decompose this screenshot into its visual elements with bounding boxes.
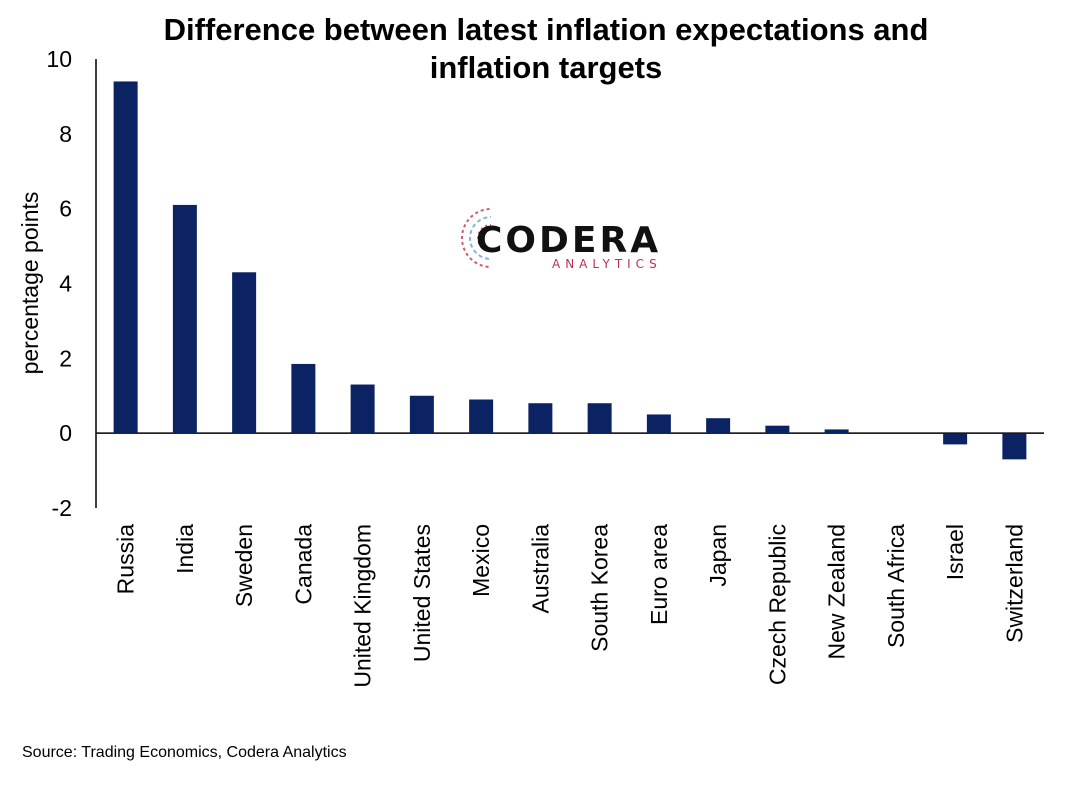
logo-globe-icon (461, 206, 523, 270)
bar-russia (113, 81, 138, 434)
chart-title-line-2: inflation targets (430, 50, 663, 85)
y-tick-label: 2 (59, 345, 72, 371)
x-tick-label: Switzerland (1001, 524, 1027, 643)
x-tick-label: New Zealand (824, 524, 850, 660)
y-tick-label: -2 (52, 495, 72, 521)
x-tick-label: Canada (290, 524, 316, 605)
x-tick-label: United Kingdom (350, 524, 376, 688)
bar-mexico (469, 399, 494, 434)
bar-united-states (409, 395, 434, 434)
x-tick-label: United States (409, 524, 435, 662)
x-tick-label: India (172, 524, 198, 574)
x-tick-label: Russia (113, 524, 139, 595)
bar-united-kingdom (350, 384, 375, 434)
bar-south-korea (587, 403, 612, 434)
y-tick-label: 10 (46, 46, 72, 72)
bar-japan (706, 418, 731, 434)
logo-subtitle: ANALYTICS (552, 257, 662, 271)
x-tick-label: Australia (527, 524, 553, 614)
bar-israel (943, 433, 968, 445)
y-tick-label: 4 (59, 271, 72, 297)
x-tick-label: Israel (942, 524, 968, 580)
bar-india (172, 204, 197, 434)
source-note: Source: Trading Economics, Codera Analyt… (22, 744, 347, 761)
logo-wordmark: CODERA (476, 220, 661, 261)
bar-canada (291, 363, 316, 434)
x-tick-label: Sweden (231, 524, 257, 607)
bar-new-zealand (824, 429, 849, 434)
x-tick-label: South Korea (587, 524, 613, 652)
x-tick-label: Mexico (468, 524, 494, 597)
y-tick-label: 0 (59, 420, 72, 446)
bar-euro-area (646, 414, 671, 434)
bar-czech-republic (765, 425, 790, 434)
x-tick-label: Japan (705, 524, 731, 587)
x-tick-label: Czech Republic (764, 524, 790, 685)
chart-title-line-1: Difference between latest inflation expe… (164, 12, 929, 47)
y-axis-label: percentage points (17, 192, 43, 375)
bar-australia (528, 403, 553, 434)
x-tick-label: South Africa (883, 524, 909, 648)
bar-switzerland (1002, 433, 1027, 460)
codera-logo: CODERA ANALYTICS (461, 206, 662, 271)
y-tick-label: 6 (59, 196, 72, 222)
y-tick-label: 8 (59, 121, 72, 147)
bar-sweden (232, 272, 257, 434)
x-tick-label: Euro area (646, 524, 672, 625)
